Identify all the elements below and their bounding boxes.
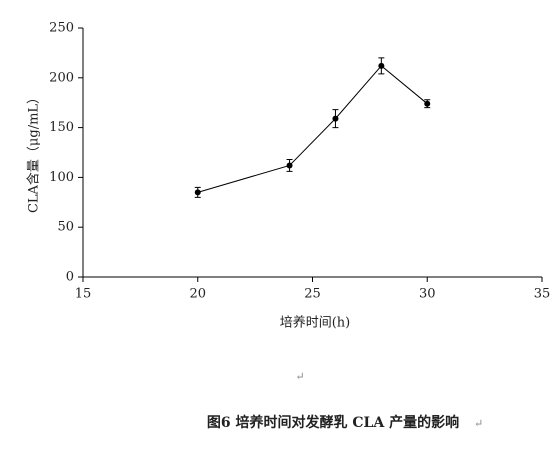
caption: 图6 培养时间对发酵乳 CLA 产量的影响 bbox=[207, 414, 459, 431]
point bbox=[378, 62, 385, 69]
line bbox=[197, 65, 428, 193]
y-tick-label: 0 bbox=[66, 270, 74, 285]
x-tick-label: 20 bbox=[189, 287, 206, 302]
y-tick-label: 50 bbox=[57, 220, 74, 235]
y-axis-label: CLA含量（μg/mL） bbox=[26, 91, 42, 213]
y-tick-label: 200 bbox=[49, 70, 74, 85]
point bbox=[286, 162, 293, 169]
x-tick-label: 35 bbox=[534, 287, 551, 302]
x-axis-label: 培养时间(h) bbox=[280, 315, 351, 331]
x-tick-label: 15 bbox=[75, 287, 92, 302]
point bbox=[194, 189, 201, 196]
y-tick-label: 100 bbox=[49, 170, 74, 185]
paragraph-mark: ↵ bbox=[295, 370, 304, 383]
y-tick-label: 250 bbox=[49, 21, 74, 36]
x-tick-label: 30 bbox=[419, 287, 436, 302]
point bbox=[424, 100, 431, 107]
x-tick-label: 25 bbox=[304, 287, 321, 302]
y-tick-label: 150 bbox=[49, 120, 74, 135]
point bbox=[332, 115, 339, 122]
paragraph-mark: ↵ bbox=[474, 417, 483, 430]
